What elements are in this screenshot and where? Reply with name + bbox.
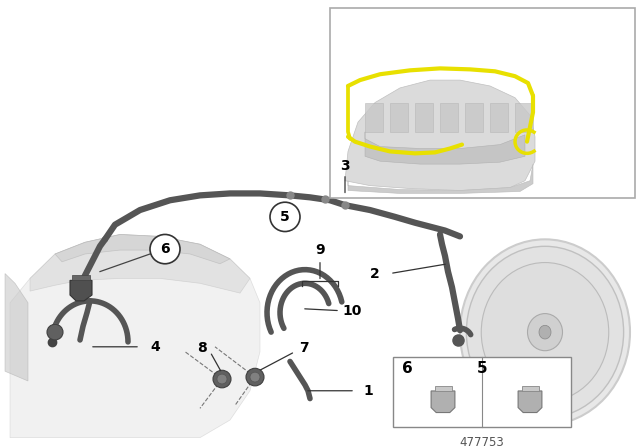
Bar: [393, 357, 571, 427]
Bar: [415, 103, 433, 132]
Text: 477753: 477753: [460, 436, 504, 448]
Polygon shape: [72, 275, 90, 280]
Polygon shape: [30, 234, 250, 293]
Text: 9: 9: [315, 243, 325, 257]
Text: 5: 5: [280, 210, 290, 224]
Polygon shape: [522, 386, 538, 391]
Bar: [390, 103, 408, 132]
Bar: [330, 8, 635, 198]
Circle shape: [47, 324, 63, 340]
Text: 1: 1: [363, 384, 373, 398]
Circle shape: [270, 202, 300, 232]
Text: 5: 5: [477, 361, 487, 376]
Circle shape: [213, 370, 231, 388]
Circle shape: [150, 234, 180, 264]
Circle shape: [246, 368, 264, 386]
Text: 6: 6: [160, 242, 170, 256]
Polygon shape: [70, 280, 92, 301]
Circle shape: [250, 372, 260, 382]
Bar: [515, 103, 533, 132]
Ellipse shape: [460, 239, 630, 425]
Polygon shape: [5, 274, 28, 381]
Polygon shape: [55, 234, 230, 264]
Bar: [365, 103, 383, 132]
Bar: [465, 103, 483, 132]
Text: 6: 6: [402, 361, 412, 376]
Polygon shape: [431, 391, 455, 413]
Text: 2: 2: [370, 267, 380, 280]
Polygon shape: [10, 234, 260, 438]
Text: 4: 4: [150, 340, 160, 354]
Circle shape: [217, 374, 227, 384]
Ellipse shape: [527, 314, 563, 351]
Text: 10: 10: [342, 304, 362, 318]
Bar: [490, 103, 508, 132]
Ellipse shape: [481, 263, 609, 402]
Polygon shape: [345, 80, 535, 190]
Polygon shape: [348, 164, 533, 194]
Text: 3: 3: [340, 159, 350, 173]
Polygon shape: [435, 386, 451, 391]
Bar: [440, 103, 458, 132]
Polygon shape: [365, 132, 525, 164]
Text: 7: 7: [299, 341, 309, 355]
Ellipse shape: [467, 246, 623, 418]
Polygon shape: [518, 391, 542, 413]
Ellipse shape: [539, 325, 551, 339]
Text: 8: 8: [197, 341, 207, 355]
